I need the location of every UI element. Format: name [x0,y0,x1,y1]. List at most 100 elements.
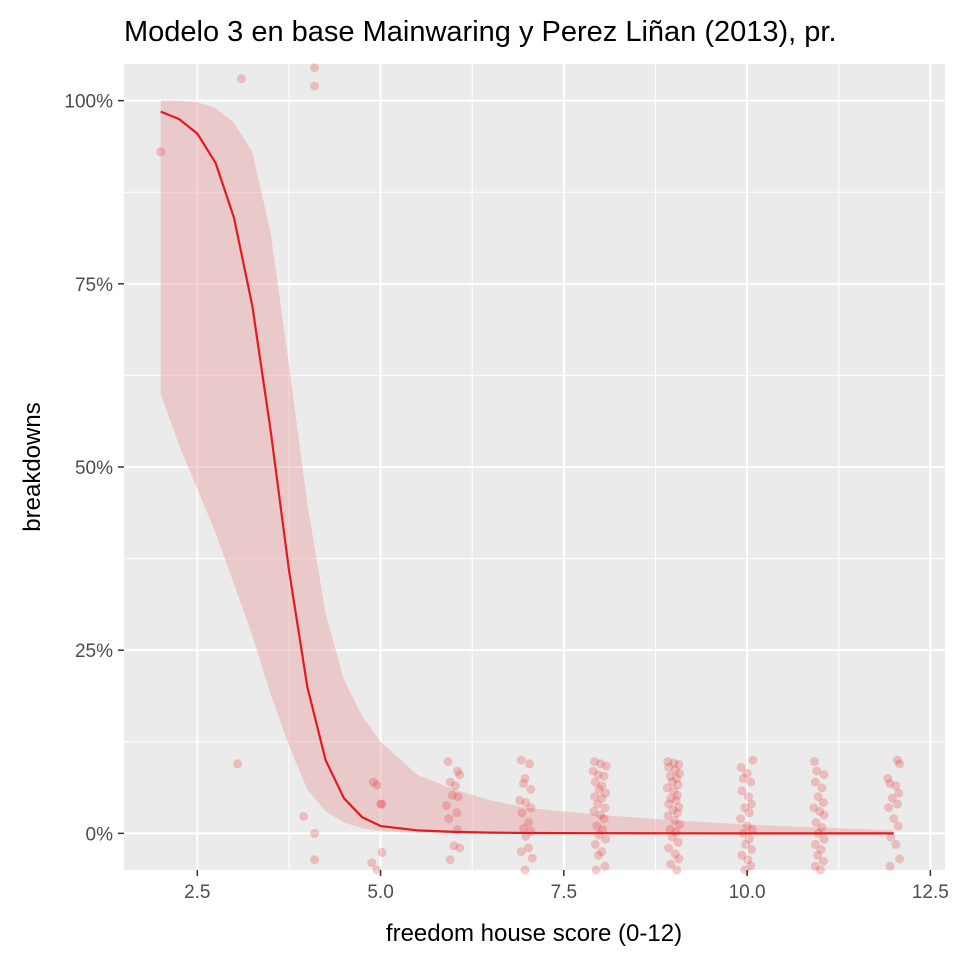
data-point [601,834,611,844]
data-point [600,861,610,871]
data-point [668,805,678,815]
data-point [885,779,895,788]
x-tick-label: 12.5 [912,882,949,903]
x-tick-label: 7.5 [551,882,577,903]
data-point [669,758,679,768]
data-point [596,810,605,820]
data-point [744,808,754,818]
data-point [818,856,828,866]
data-point [310,81,320,91]
data-point [884,803,894,813]
data-point [519,823,528,833]
data-point [445,855,455,865]
data-point [455,770,465,780]
data-point [669,786,679,796]
data-point [740,803,750,813]
data-point [810,757,819,767]
data-point [744,792,753,802]
data-point [450,781,460,791]
y-tick-label: 50% [75,458,113,479]
data-point [671,795,681,805]
data-point [737,850,747,860]
data-point [589,806,599,816]
data-point [524,817,534,827]
data-point [666,859,676,869]
data-point [663,757,673,767]
data-point [894,788,904,798]
data-point [810,839,820,849]
data-point [526,803,536,813]
data-point [672,790,682,800]
data-point [736,814,745,824]
data-point [742,768,752,778]
data-point [372,865,382,875]
data-point [524,759,534,769]
data-point [521,798,531,808]
data-point [813,850,822,860]
x-axis-ticks: 2.5 5.0 7.5 10.0 12.5 [184,870,949,903]
data-point [743,855,753,865]
data-point [747,825,757,835]
data-point [455,843,465,853]
data-point [520,865,530,875]
data-point [593,850,603,860]
data-point [377,847,387,857]
data-point [672,808,682,818]
data-point [747,845,756,854]
confidence-ribbon [160,100,894,834]
data-point [819,810,829,820]
data-point [885,861,895,871]
data-point [442,801,451,810]
data-point [516,755,526,765]
data-point [526,784,536,794]
data-point [674,802,684,812]
data-point [737,786,747,796]
data-point [813,792,823,802]
data-point [516,847,526,857]
data-point [664,799,674,809]
data-point [886,832,896,842]
data-point [892,799,902,809]
data-point [670,815,679,825]
data-point [891,839,901,849]
fitted-curve [160,110,894,835]
data-point [590,757,600,767]
data-point [597,847,607,857]
data-point [591,865,601,875]
x-tick-label: 2.5 [184,882,210,903]
data-point [599,771,609,781]
data-point [815,865,825,875]
y-tick-label: 75% [75,275,113,296]
data-point [674,760,684,769]
data-point [672,865,682,875]
data-point [233,759,243,769]
y-tick-label: 100% [64,92,113,113]
data-point [670,849,680,859]
data-point [742,821,752,831]
x-tick-label: 10.0 [729,882,766,903]
data-point [746,777,756,787]
data-point [819,770,829,780]
data-point [367,858,377,868]
data-point [738,773,748,783]
data-point [665,771,675,781]
data-point [883,773,893,783]
data-point [893,821,903,831]
data-point [664,843,674,853]
data-point [453,766,462,776]
data-point [527,853,537,863]
data-point [675,768,685,778]
data-point [443,757,453,767]
data-point [740,865,750,875]
data-point [667,777,677,787]
data-point [445,777,455,787]
data-point [895,759,905,769]
x-tick-label: 5.0 [367,882,393,903]
data-point [515,795,525,805]
data-point [673,837,683,847]
data-point [817,783,827,793]
data-point [452,808,462,818]
data-point [666,793,676,803]
y-tick-label: 0% [86,824,114,845]
